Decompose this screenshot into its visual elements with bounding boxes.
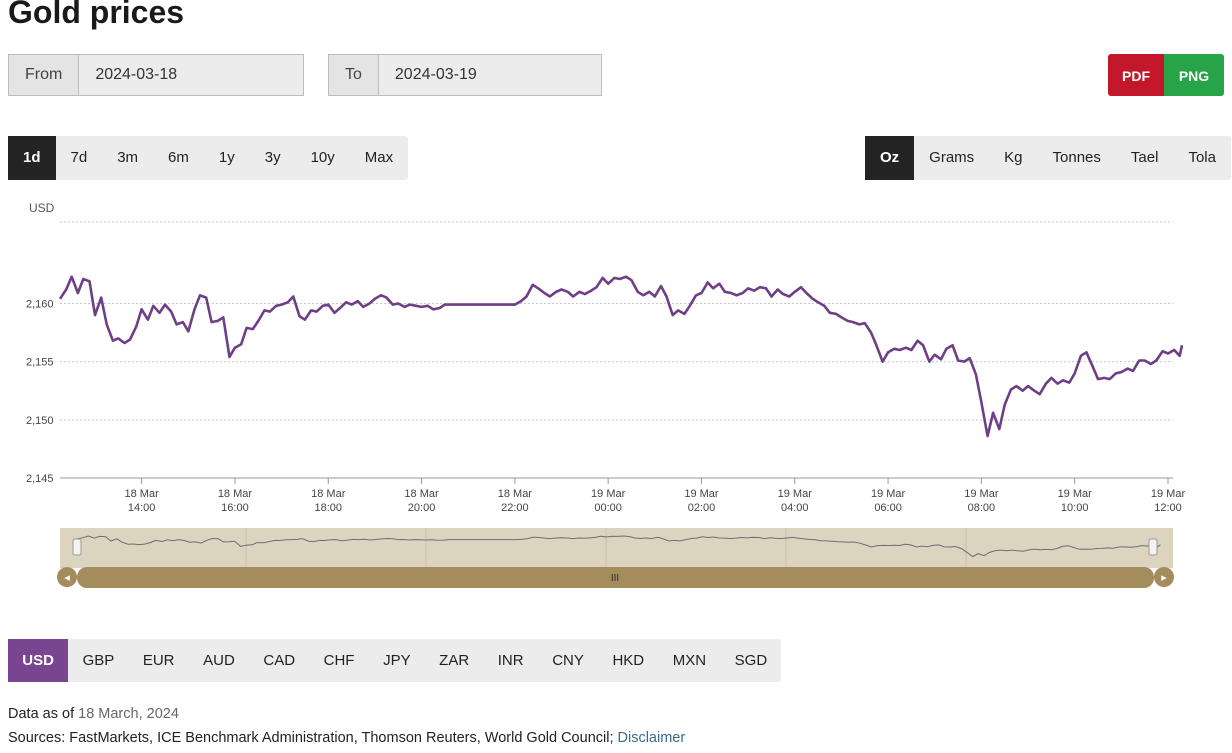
x-axis: 18 Mar 14:00 18 Mar 16:00 18 Mar 18:00 18 Mar 2… <box>125 478 1186 514</box>
price-series-line <box>58 275 1184 438</box>
currency-option-mxn[interactable]: MXN <box>672 652 707 669</box>
x-tick-label: 00:00 <box>594 502 622 514</box>
period-selector: 1d 7d 3m 6m 1y 3y 10y Max <box>8 136 409 180</box>
x-tick-label: 02:00 <box>688 502 716 514</box>
x-tick-label: 20:00 <box>408 502 436 514</box>
period-option-7d[interactable]: 7d <box>70 149 88 166</box>
period-option-max[interactable]: Max <box>364 149 394 166</box>
scroll-right-arrow-icon: ▸ <box>1161 572 1167 584</box>
scrollbar-grip-icon: III <box>611 573 619 584</box>
x-tick-label: 18 Mar <box>218 488 253 500</box>
unit-option-tola[interactable]: Tola <box>1188 149 1216 166</box>
unit-option-oz[interactable]: Oz <box>865 136 915 180</box>
currency-option-usd[interactable]: USD <box>8 639 69 682</box>
x-tick-label: 04:00 <box>781 502 809 514</box>
x-tick-label: 08:00 <box>968 502 996 514</box>
y-tick-label: 2,155 <box>26 357 54 369</box>
x-tick-label: 18 Mar <box>404 488 439 500</box>
navigator-series-line <box>76 535 1161 558</box>
x-tick-label: 19 Mar <box>778 488 813 500</box>
x-tick-label: 12:00 <box>1154 502 1182 514</box>
png-export-button[interactable]: PNG <box>1164 54 1224 96</box>
unit-option-tael[interactable]: Tael <box>1130 149 1159 166</box>
x-tick-label: 16:00 <box>221 502 249 514</box>
x-tick-label: 10:00 <box>1061 502 1089 514</box>
period-option-1y[interactable]: 1y <box>218 149 235 166</box>
pdf-export-button[interactable]: PDF <box>1108 54 1164 96</box>
from-date-input[interactable] <box>79 55 303 95</box>
currency-option-gbp[interactable]: GBP <box>82 652 115 669</box>
navigator-scrollbar[interactable] <box>77 567 1154 588</box>
unit-option-kg[interactable]: Kg <box>1004 149 1023 166</box>
period-option-6m[interactable]: 6m <box>168 149 189 166</box>
x-tick-label: 18 Mar <box>498 488 533 500</box>
navigator-right-handle[interactable] <box>1148 538 1158 556</box>
currency-selector: USD GBP EUR AUD CAD CHF JPY ZAR INR CNY HKD MXN SGD <box>8 639 782 682</box>
unit-selector: Oz Grams Kg Tonnes Tael Tola <box>865 136 1231 180</box>
gold-price-chart: 2,145 2,150 2,155 2,160 18 Mar 14:00 18 Mar 16… <box>26 201 1186 588</box>
currency-option-cad[interactable]: CAD <box>263 652 296 669</box>
currency-option-aud[interactable]: AUD <box>203 652 235 669</box>
data-as-of-label: Data as of <box>8 706 75 722</box>
x-tick-label: 14:00 <box>128 502 156 514</box>
y-tick-label: 2,150 <box>26 415 54 427</box>
y-tick-label: 2,160 <box>26 298 54 310</box>
period-option-10y[interactable]: 10y <box>310 149 335 166</box>
currency-option-cny[interactable]: CNY <box>552 652 584 669</box>
x-tick-label: 06:00 <box>874 502 902 514</box>
from-label: From <box>9 55 80 95</box>
x-tick-label: 22:00 <box>501 502 529 514</box>
x-tick-label: 18 Mar <box>125 488 160 500</box>
scroll-right-button[interactable] <box>1154 567 1174 587</box>
currency-option-zar[interactable]: ZAR <box>439 652 470 669</box>
currency-option-sgd[interactable]: SGD <box>734 652 768 669</box>
data-as-of-date: 18 March, 2024 <box>78 706 179 722</box>
range-navigator[interactable]: ◂ III ▸ <box>57 528 1174 588</box>
to-label: To <box>329 55 379 95</box>
currency-option-jpy[interactable]: JPY <box>383 652 411 669</box>
data-as-of: Data as of 18 March, 2024 <box>8 706 179 722</box>
currency-option-eur[interactable]: EUR <box>142 652 175 669</box>
x-tick-label: 19 Mar <box>591 488 626 500</box>
sources: Sources: FastMarkets, ICE Benchmark Admi… <box>8 730 685 746</box>
currency-option-chf[interactable]: CHF <box>323 652 355 669</box>
scroll-left-arrow-icon: ◂ <box>64 572 70 584</box>
x-tick-label: 19 Mar <box>964 488 999 500</box>
x-tick-label: 19 Mar <box>684 488 719 500</box>
period-option-1d[interactable]: 1d <box>8 136 56 180</box>
unit-option-tonnes[interactable]: Tonnes <box>1052 149 1101 166</box>
to-date-field: To <box>328 54 602 96</box>
period-option-3y[interactable]: 3y <box>264 149 281 166</box>
y-axis: 2,145 2,150 2,155 2,160 <box>26 298 54 485</box>
scroll-left-button[interactable] <box>57 567 77 587</box>
from-date-field: From <box>8 54 304 96</box>
x-tick-label: 19 Mar <box>1058 488 1093 500</box>
period-option-3m[interactable]: 3m <box>117 149 139 166</box>
disclaimer-link[interactable]: Disclaimer <box>617 730 686 746</box>
sources-text: Sources: FastMarkets, ICE Benchmark Admi… <box>8 730 614 746</box>
x-tick-label: 19 Mar <box>1151 488 1186 500</box>
y-tick-label: 2,145 <box>26 473 54 485</box>
chart-grid <box>60 221 1173 479</box>
x-tick-label: 18:00 <box>314 502 342 514</box>
navigator-window <box>60 528 1173 568</box>
navigator-left-handle[interactable] <box>72 538 82 556</box>
to-date-input[interactable] <box>378 55 601 95</box>
unit-option-grams[interactable]: Grams <box>929 149 975 166</box>
currency-option-inr[interactable]: INR <box>497 652 524 669</box>
currency-option-hkd[interactable]: HKD <box>612 652 645 669</box>
page-title: Gold prices <box>8 0 185 30</box>
x-tick-label: 19 Mar <box>871 488 906 500</box>
x-tick-label: 18 Mar <box>311 488 346 500</box>
y-axis-label: USD <box>29 201 55 215</box>
